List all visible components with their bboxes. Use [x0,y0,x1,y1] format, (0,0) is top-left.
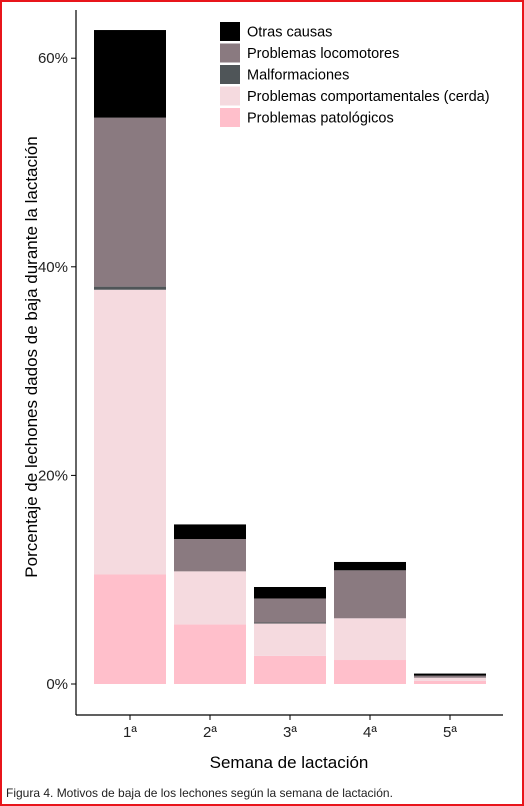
legend-label: Otras causas [247,25,332,41]
bar-segment-2-series-4 [174,539,246,572]
bar-segment-3-series-3 [254,622,326,624]
x-tick-label: 3ª [283,724,297,741]
bar-segment-2-series-5 [174,524,246,540]
y-tick-label: 60% [38,50,68,67]
bar-segment-4-series-4 [334,570,406,619]
bar-segment-3-series-5 [254,587,326,599]
legend-swatch [220,108,240,127]
bar-segment-1-series-3 [94,286,166,290]
y-tick-label: 0% [46,676,68,693]
bar-segment-4-series-5 [334,561,406,571]
x-tick-label: 1ª [123,724,137,741]
legend-swatch [220,43,240,63]
legend-swatch [220,65,240,84]
bar-segment-5-series-5 [414,673,486,676]
legend-swatch [220,86,240,106]
figure-caption: Figura 4. Motivos de baja de los lechone… [6,786,393,800]
bar-segment-1-series-4 [94,117,166,287]
x-axis-title: Semana de lactación [210,753,369,772]
x-ticks-group: 1ª 2ª 3ª 4ª 5ª [123,715,457,741]
bar-segment-4-series-2 [334,618,406,661]
legend-label: Problemas locomotores [247,46,399,62]
x-tick-label: 2ª [203,724,217,741]
bar-segment-2-series-1 [174,624,246,684]
bar-segment-3-series-2 [254,623,326,656]
legend-label: Problemas comportamentales (cerda) [247,89,490,105]
legend-label: Malformaciones [247,68,349,84]
bar-segment-2-series-2 [174,571,246,625]
y-tick-label: 20% [38,467,68,484]
bar-segment-3-series-4 [254,598,326,623]
bar-segment-1-series-1 [94,574,166,684]
x-tick-label: 4ª [363,724,377,741]
bar-segment-5-series-4 [414,675,486,678]
legend-swatch [220,22,240,41]
bar-segment-5-series-2 [414,677,486,681]
legend-label: Problemas patológicos [247,111,394,127]
x-tick-label: 5ª [443,724,457,741]
bars-group [94,30,486,684]
legend: Otras causas Problemas locomotores Malform… [220,22,490,127]
y-axis-title: Porcentaje de lechones dados de baja dur… [22,136,41,577]
bar-segment-5-series-1 [414,680,486,684]
y-tick-label: 40% [38,259,68,276]
bar-segment-4-series-1 [334,660,406,684]
bar-segment-1-series-2 [94,289,166,575]
bar-segment-1-series-5 [94,30,166,118]
y-ticks-group: 0% 20% 40% 60% [38,50,76,693]
bar-segment-3-series-1 [254,655,326,684]
